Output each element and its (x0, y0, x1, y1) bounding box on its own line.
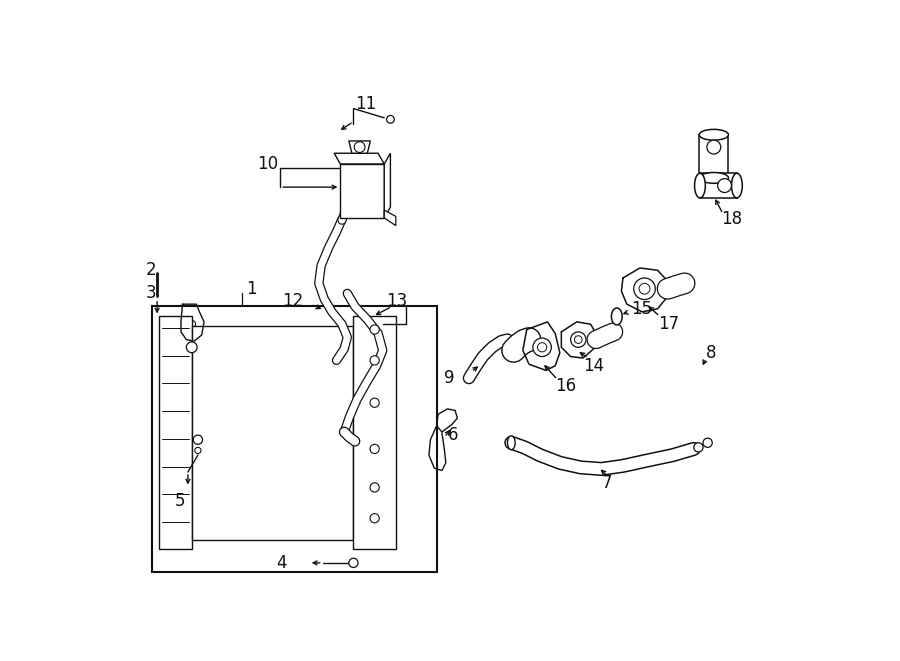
Circle shape (387, 116, 394, 123)
Text: 1: 1 (246, 280, 256, 297)
Text: 13: 13 (386, 292, 407, 310)
Text: 16: 16 (555, 377, 576, 395)
Circle shape (571, 332, 586, 347)
Circle shape (370, 398, 379, 407)
Circle shape (533, 338, 552, 356)
Bar (152, 307, 436, 572)
Circle shape (355, 141, 365, 153)
Text: 14: 14 (583, 357, 604, 375)
Circle shape (703, 438, 712, 447)
Circle shape (717, 178, 732, 192)
Circle shape (537, 342, 546, 352)
Ellipse shape (508, 436, 515, 449)
Text: 9: 9 (445, 369, 455, 387)
Bar (159, 317, 192, 549)
Circle shape (194, 435, 202, 444)
Ellipse shape (699, 130, 728, 140)
Ellipse shape (732, 173, 742, 198)
Polygon shape (340, 164, 384, 218)
Circle shape (639, 284, 650, 294)
Polygon shape (334, 153, 384, 164)
Bar (699, 135, 728, 178)
Circle shape (706, 140, 721, 154)
Text: 8: 8 (706, 344, 716, 362)
Polygon shape (384, 210, 396, 225)
Text: 6: 6 (447, 426, 458, 444)
Circle shape (370, 483, 379, 492)
Circle shape (194, 447, 201, 453)
Text: 18: 18 (722, 210, 742, 229)
Polygon shape (384, 153, 391, 218)
Ellipse shape (611, 308, 622, 325)
Circle shape (574, 336, 582, 344)
Circle shape (349, 559, 358, 568)
Bar (192, 326, 354, 540)
Bar (354, 317, 396, 549)
Text: 10: 10 (257, 155, 278, 173)
Circle shape (634, 278, 655, 299)
Circle shape (370, 444, 379, 453)
Polygon shape (349, 141, 371, 153)
Text: 2: 2 (146, 261, 157, 280)
Text: 4: 4 (276, 554, 287, 572)
Circle shape (370, 514, 379, 523)
Text: 12: 12 (283, 292, 304, 310)
Text: 11: 11 (355, 95, 376, 113)
Circle shape (188, 321, 195, 328)
Text: 7: 7 (601, 474, 612, 492)
Text: 17: 17 (659, 315, 680, 333)
Text: 5: 5 (175, 492, 185, 510)
Ellipse shape (699, 173, 728, 183)
Ellipse shape (695, 173, 706, 198)
Text: 15: 15 (631, 300, 652, 318)
Bar (700, 173, 737, 198)
Circle shape (186, 342, 197, 353)
Circle shape (694, 443, 703, 452)
Circle shape (370, 325, 379, 334)
Text: 3: 3 (146, 284, 157, 302)
Circle shape (370, 356, 379, 365)
